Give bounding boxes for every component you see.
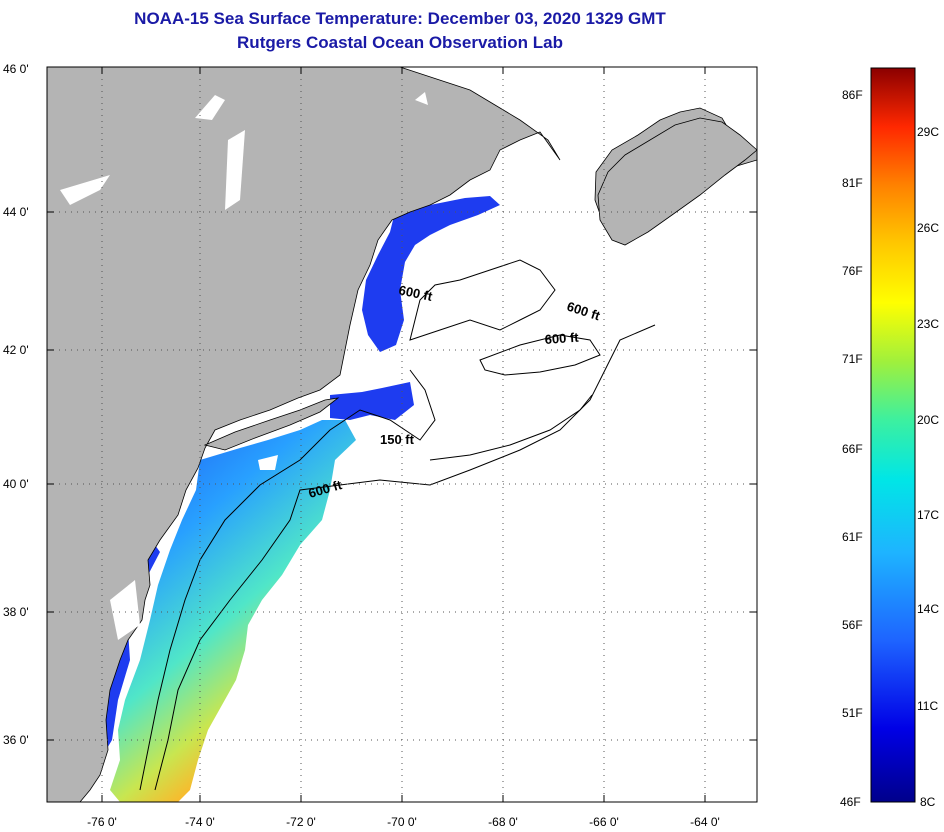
colorbar-c-label: 29C bbox=[917, 125, 939, 139]
colorbar-f-label: 86F bbox=[842, 88, 863, 102]
lon-label: -76 0' bbox=[87, 815, 117, 829]
colorbar-f-label: 81F bbox=[842, 176, 863, 190]
cloud-patch bbox=[225, 130, 245, 210]
colorbar-c-label: 26C bbox=[917, 221, 939, 235]
colorbar-f-label: 71F bbox=[842, 352, 863, 366]
cloud-patch bbox=[258, 455, 278, 470]
long-island bbox=[203, 397, 340, 451]
contour-gulf-of-maine bbox=[409, 259, 556, 341]
lon-label: -74 0' bbox=[185, 815, 215, 829]
contour-label-600ft: 600 ft bbox=[397, 282, 434, 304]
contour-shelf-break bbox=[429, 394, 593, 461]
lat-label: 46 0' bbox=[3, 62, 29, 76]
colorbar-c-label: 14C bbox=[917, 602, 939, 616]
colorbar-f-label: 66F bbox=[842, 442, 863, 456]
lon-label: -72 0' bbox=[286, 815, 316, 829]
nova-scotia bbox=[597, 117, 757, 246]
colorbar-f-label: 51F bbox=[842, 706, 863, 720]
lat-label: 44 0' bbox=[3, 205, 29, 219]
axis-ticks bbox=[47, 67, 757, 802]
grid-lines bbox=[47, 67, 757, 802]
lat-label: 40 0' bbox=[3, 477, 29, 491]
colorbar-c-label: 23C bbox=[917, 317, 939, 331]
contour-600ft-line bbox=[154, 324, 656, 791]
lat-label: 38 0' bbox=[3, 605, 29, 619]
colorbar-c-label: 20C bbox=[917, 413, 939, 427]
colorbar bbox=[870, 67, 916, 803]
map-title: NOAA-15 Sea Surface Temperature: Decembe… bbox=[134, 9, 666, 28]
colorbar-c-label: 17C bbox=[917, 508, 939, 522]
cloud-patch bbox=[110, 580, 140, 640]
cloud-patch bbox=[60, 175, 110, 205]
contour-georges-bank bbox=[479, 334, 601, 376]
colorbar-c-label: 11C bbox=[917, 699, 938, 713]
colorbar-f-label: 46F bbox=[840, 795, 861, 809]
sst-coverage-gulf-of-maine bbox=[362, 196, 500, 352]
sst-coverage-south-new-england bbox=[330, 382, 414, 420]
lon-label: -68 0' bbox=[488, 815, 518, 829]
lon-label: -66 0' bbox=[589, 815, 619, 829]
colorbar-f-label: 56F bbox=[842, 618, 863, 632]
lon-label: -70 0' bbox=[387, 815, 417, 829]
colorbar-f-label: 76F bbox=[842, 264, 863, 278]
contour-label-600ft: 600 ft bbox=[544, 330, 580, 347]
map-subtitle: Rutgers Coastal Ocean Observation Lab bbox=[237, 33, 563, 52]
lon-label: -64 0' bbox=[690, 815, 720, 829]
colorbar-f-label: 61F bbox=[842, 530, 863, 544]
contour-150ft-line bbox=[139, 369, 436, 791]
cloud-patch bbox=[195, 95, 225, 120]
contour-label-150ft: 150 ft bbox=[380, 432, 415, 447]
cloud-patch bbox=[415, 92, 428, 105]
lat-label: 36 0' bbox=[3, 733, 29, 747]
sst-coverage-mid-atlantic bbox=[110, 420, 356, 802]
colorbar-c-label: 8C bbox=[920, 795, 936, 809]
lat-label: 42 0' bbox=[3, 343, 29, 357]
